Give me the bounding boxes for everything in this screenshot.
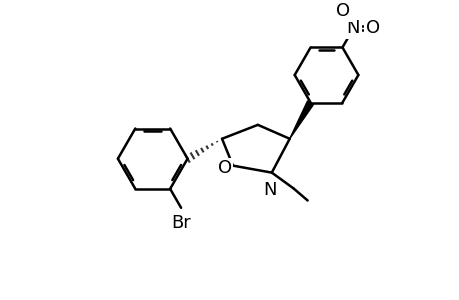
Text: O: O [365, 20, 380, 38]
Text: N: N [263, 181, 276, 199]
Text: O: O [218, 159, 232, 177]
Text: Br: Br [171, 214, 190, 232]
Text: N: N [346, 20, 359, 38]
Text: O: O [336, 2, 350, 20]
Polygon shape [289, 101, 313, 139]
